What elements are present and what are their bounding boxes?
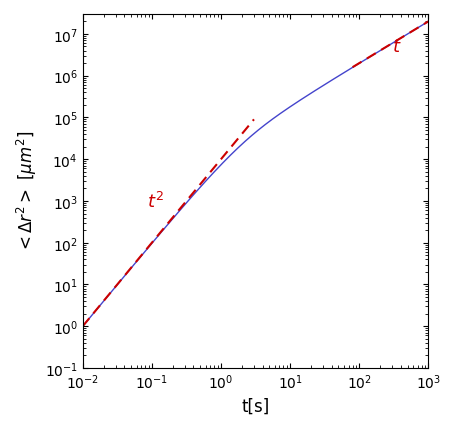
Text: $t^2$: $t^2$	[147, 192, 164, 212]
Text: $t$: $t$	[391, 37, 401, 55]
X-axis label: t[s]: t[s]	[241, 397, 269, 415]
Y-axis label: $< \Delta r^2 > \ [\mu m^2]$: $< \Delta r^2 > \ [\mu m^2]$	[15, 131, 39, 252]
